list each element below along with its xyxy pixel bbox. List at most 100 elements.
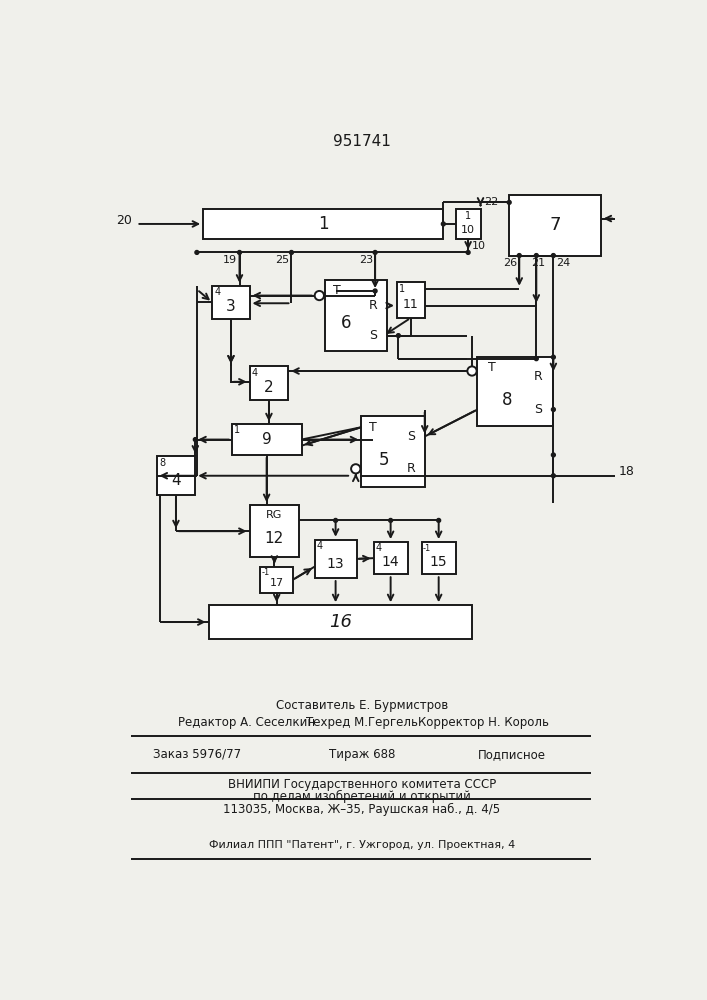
- Text: Заказ 5976/77: Заказ 5976/77: [153, 748, 241, 761]
- Circle shape: [467, 366, 477, 376]
- Bar: [421, 542, 456, 574]
- Text: 4: 4: [252, 368, 258, 378]
- Text: 113035, Москва, Ж–35, Раушская наб., д. 4/5: 113035, Москва, Ж–35, Раушская наб., д. …: [223, 803, 501, 816]
- Circle shape: [334, 518, 337, 522]
- Bar: [250, 505, 299, 557]
- Text: Подписное: Подписное: [478, 748, 546, 761]
- Text: S: S: [534, 403, 542, 416]
- Text: S: S: [369, 329, 377, 342]
- Text: R: R: [407, 462, 415, 475]
- Text: 8: 8: [502, 391, 512, 409]
- Text: -1: -1: [262, 568, 270, 577]
- Text: 4: 4: [215, 287, 221, 297]
- Circle shape: [195, 251, 199, 254]
- Text: 12: 12: [264, 531, 284, 546]
- Circle shape: [507, 200, 511, 204]
- Text: 951741: 951741: [333, 134, 391, 149]
- Text: 1: 1: [234, 425, 240, 435]
- Text: 17: 17: [269, 578, 284, 588]
- Text: Составитель Е. Бурмистров: Составитель Е. Бурмистров: [276, 699, 448, 712]
- Text: 10: 10: [461, 225, 475, 235]
- Text: 4: 4: [171, 473, 181, 488]
- Bar: [232, 424, 301, 455]
- Text: 4: 4: [317, 541, 323, 551]
- Circle shape: [315, 291, 324, 300]
- Circle shape: [551, 474, 555, 478]
- Text: по делам изобретений и открытий: по делам изобретений и открытий: [253, 790, 471, 803]
- Text: T: T: [333, 284, 341, 297]
- Text: 20: 20: [116, 214, 132, 227]
- Bar: [209, 605, 472, 639]
- Text: 19: 19: [223, 255, 237, 265]
- Circle shape: [551, 254, 555, 257]
- Text: Техред М.Гергель: Техред М.Гергель: [306, 716, 418, 729]
- Bar: [250, 366, 288, 400]
- Text: 22: 22: [484, 197, 498, 207]
- Text: Редактор А. Сеселкин: Редактор А. Сеселкин: [177, 716, 315, 729]
- Text: S: S: [407, 430, 415, 443]
- Circle shape: [534, 357, 538, 361]
- Text: 4: 4: [376, 543, 382, 553]
- Circle shape: [373, 289, 377, 293]
- Circle shape: [441, 222, 445, 226]
- Circle shape: [518, 254, 521, 257]
- Text: 16: 16: [329, 613, 352, 631]
- Text: 2: 2: [264, 380, 274, 395]
- Circle shape: [389, 518, 392, 522]
- Bar: [361, 416, 425, 487]
- Circle shape: [238, 251, 241, 254]
- Bar: [509, 195, 601, 256]
- Text: 3: 3: [226, 299, 236, 314]
- Text: 11: 11: [403, 298, 419, 311]
- Circle shape: [551, 355, 555, 359]
- Text: 21: 21: [531, 258, 545, 268]
- Text: 25: 25: [275, 255, 289, 265]
- Bar: [203, 209, 443, 239]
- Text: R: R: [368, 299, 377, 312]
- Circle shape: [194, 438, 197, 441]
- Text: R: R: [534, 370, 542, 383]
- Text: 23: 23: [358, 255, 373, 265]
- Text: -1: -1: [423, 544, 431, 553]
- Text: 10: 10: [472, 241, 486, 251]
- Bar: [156, 456, 195, 495]
- Bar: [456, 209, 481, 239]
- Text: Тираж 688: Тираж 688: [329, 748, 395, 761]
- Text: 7: 7: [549, 216, 561, 234]
- Circle shape: [289, 251, 293, 254]
- Circle shape: [551, 408, 555, 411]
- Text: Филиал ППП "Патент", г. Ужгород, ул. Проектная, 4: Филиал ППП "Патент", г. Ужгород, ул. Про…: [209, 840, 515, 850]
- Text: 24: 24: [556, 258, 571, 268]
- Bar: [315, 540, 356, 578]
- Text: Корректор Н. Король: Корректор Н. Король: [419, 716, 549, 729]
- Text: 18: 18: [619, 465, 634, 478]
- Text: ВНИИПИ Государственного комитета СССР: ВНИИПИ Государственного комитета СССР: [228, 778, 496, 791]
- Circle shape: [397, 334, 400, 338]
- Text: 9: 9: [262, 432, 271, 447]
- Text: 1: 1: [399, 284, 405, 294]
- Circle shape: [534, 254, 538, 257]
- Bar: [373, 542, 408, 574]
- Text: 13: 13: [327, 557, 344, 571]
- Text: 1: 1: [465, 211, 471, 221]
- Text: T: T: [488, 361, 495, 374]
- Text: T: T: [369, 421, 377, 434]
- Text: 26: 26: [503, 258, 518, 268]
- Text: 8: 8: [159, 458, 165, 468]
- Text: 5: 5: [379, 451, 390, 469]
- Bar: [325, 280, 387, 351]
- Circle shape: [351, 464, 361, 473]
- Bar: [477, 357, 554, 426]
- Text: RG: RG: [267, 510, 283, 520]
- Circle shape: [466, 251, 470, 254]
- Text: 6: 6: [341, 314, 351, 332]
- Text: 15: 15: [430, 555, 448, 569]
- Bar: [212, 286, 250, 319]
- Text: 1: 1: [318, 215, 329, 233]
- Circle shape: [437, 518, 440, 522]
- Bar: [260, 567, 293, 593]
- Bar: [397, 282, 425, 318]
- Circle shape: [551, 453, 555, 457]
- Text: 14: 14: [382, 555, 399, 569]
- Circle shape: [373, 251, 377, 254]
